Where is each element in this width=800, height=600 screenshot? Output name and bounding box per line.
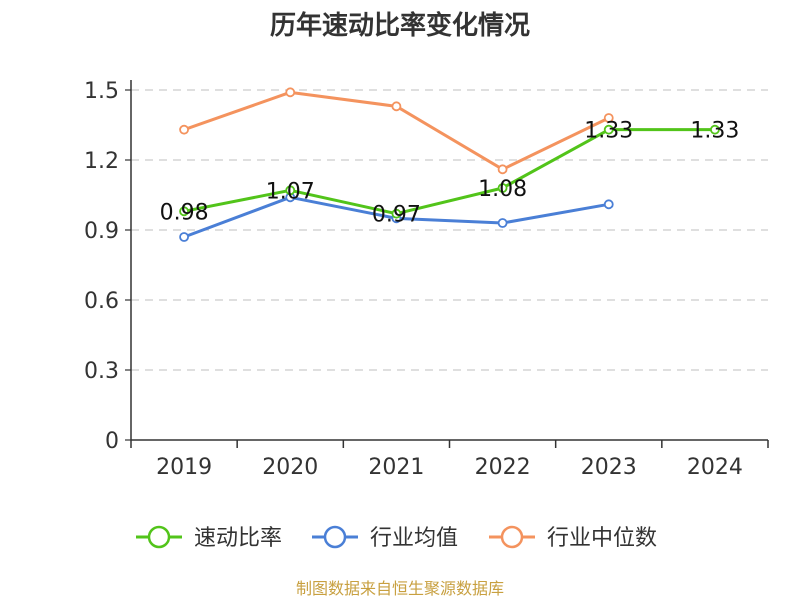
x-tick-label: 2020 xyxy=(262,455,318,480)
x-tick-label: 2021 xyxy=(368,455,424,480)
data-label: 1.08 xyxy=(478,177,527,202)
data-point xyxy=(603,113,614,123)
data-point xyxy=(391,101,402,112)
x-tick-label: 2019 xyxy=(156,455,212,480)
axes: 0 0.3 0.6 0.9 1.2 1.5 2019 2020 2021 2022 2023 2024 xyxy=(84,79,769,480)
x-tick-label: 2022 xyxy=(475,455,531,480)
data-point xyxy=(603,199,614,210)
y-tick-label: 1.2 xyxy=(84,149,119,174)
data-point xyxy=(603,124,614,135)
legend-item: 速动比率 xyxy=(136,525,282,551)
data-point xyxy=(285,185,296,196)
grid xyxy=(131,89,768,371)
data-labels: 0.98 1.07 0.97 1.08 1.33 1.33 xyxy=(160,119,740,228)
series-line xyxy=(183,128,715,216)
legend: 速动比率 行业均值 行业中位数 xyxy=(136,525,657,551)
data-label: 1.33 xyxy=(690,119,739,144)
data-point xyxy=(179,124,189,135)
legend-item: 行业均值 xyxy=(312,525,458,551)
data-label: 0.98 xyxy=(160,200,209,225)
y-tick-label: 0 xyxy=(105,429,119,454)
series-0 xyxy=(179,124,720,219)
legend-item: 行业中位数 xyxy=(489,525,657,551)
legend-swatch-marker xyxy=(500,525,524,549)
y-tick-label: 0.9 xyxy=(84,219,119,244)
x-tick-label: 2024 xyxy=(687,455,743,480)
series-lines xyxy=(179,87,720,242)
y-tick-label: 1.5 xyxy=(84,79,119,104)
y-tick-label: 0.6 xyxy=(84,289,119,314)
data-point xyxy=(391,208,402,219)
data-point xyxy=(285,87,296,98)
chart-title: 历年速动比率变化情况 xyxy=(270,10,530,41)
data-point xyxy=(710,124,720,135)
data-point xyxy=(179,206,189,217)
data-point xyxy=(497,164,508,175)
data-point xyxy=(497,218,508,228)
data-point xyxy=(497,183,508,193)
data-label: 0.97 xyxy=(372,203,421,228)
legend-swatch-marker xyxy=(147,525,171,549)
legend-label: 行业均值 xyxy=(370,526,458,551)
legend-label: 速动比率 xyxy=(194,526,282,551)
series-2 xyxy=(179,87,614,175)
data-point xyxy=(179,232,189,242)
y-tick-label: 0.3 xyxy=(84,359,119,384)
legend-label: 行业中位数 xyxy=(547,526,657,551)
source-note: 制图数据来自恒生聚源数据库 xyxy=(296,579,504,598)
legend-swatch-marker xyxy=(323,525,347,549)
x-tick-label: 2023 xyxy=(581,455,637,480)
data-label: 1.33 xyxy=(584,119,633,144)
data-label: 1.07 xyxy=(266,179,315,204)
